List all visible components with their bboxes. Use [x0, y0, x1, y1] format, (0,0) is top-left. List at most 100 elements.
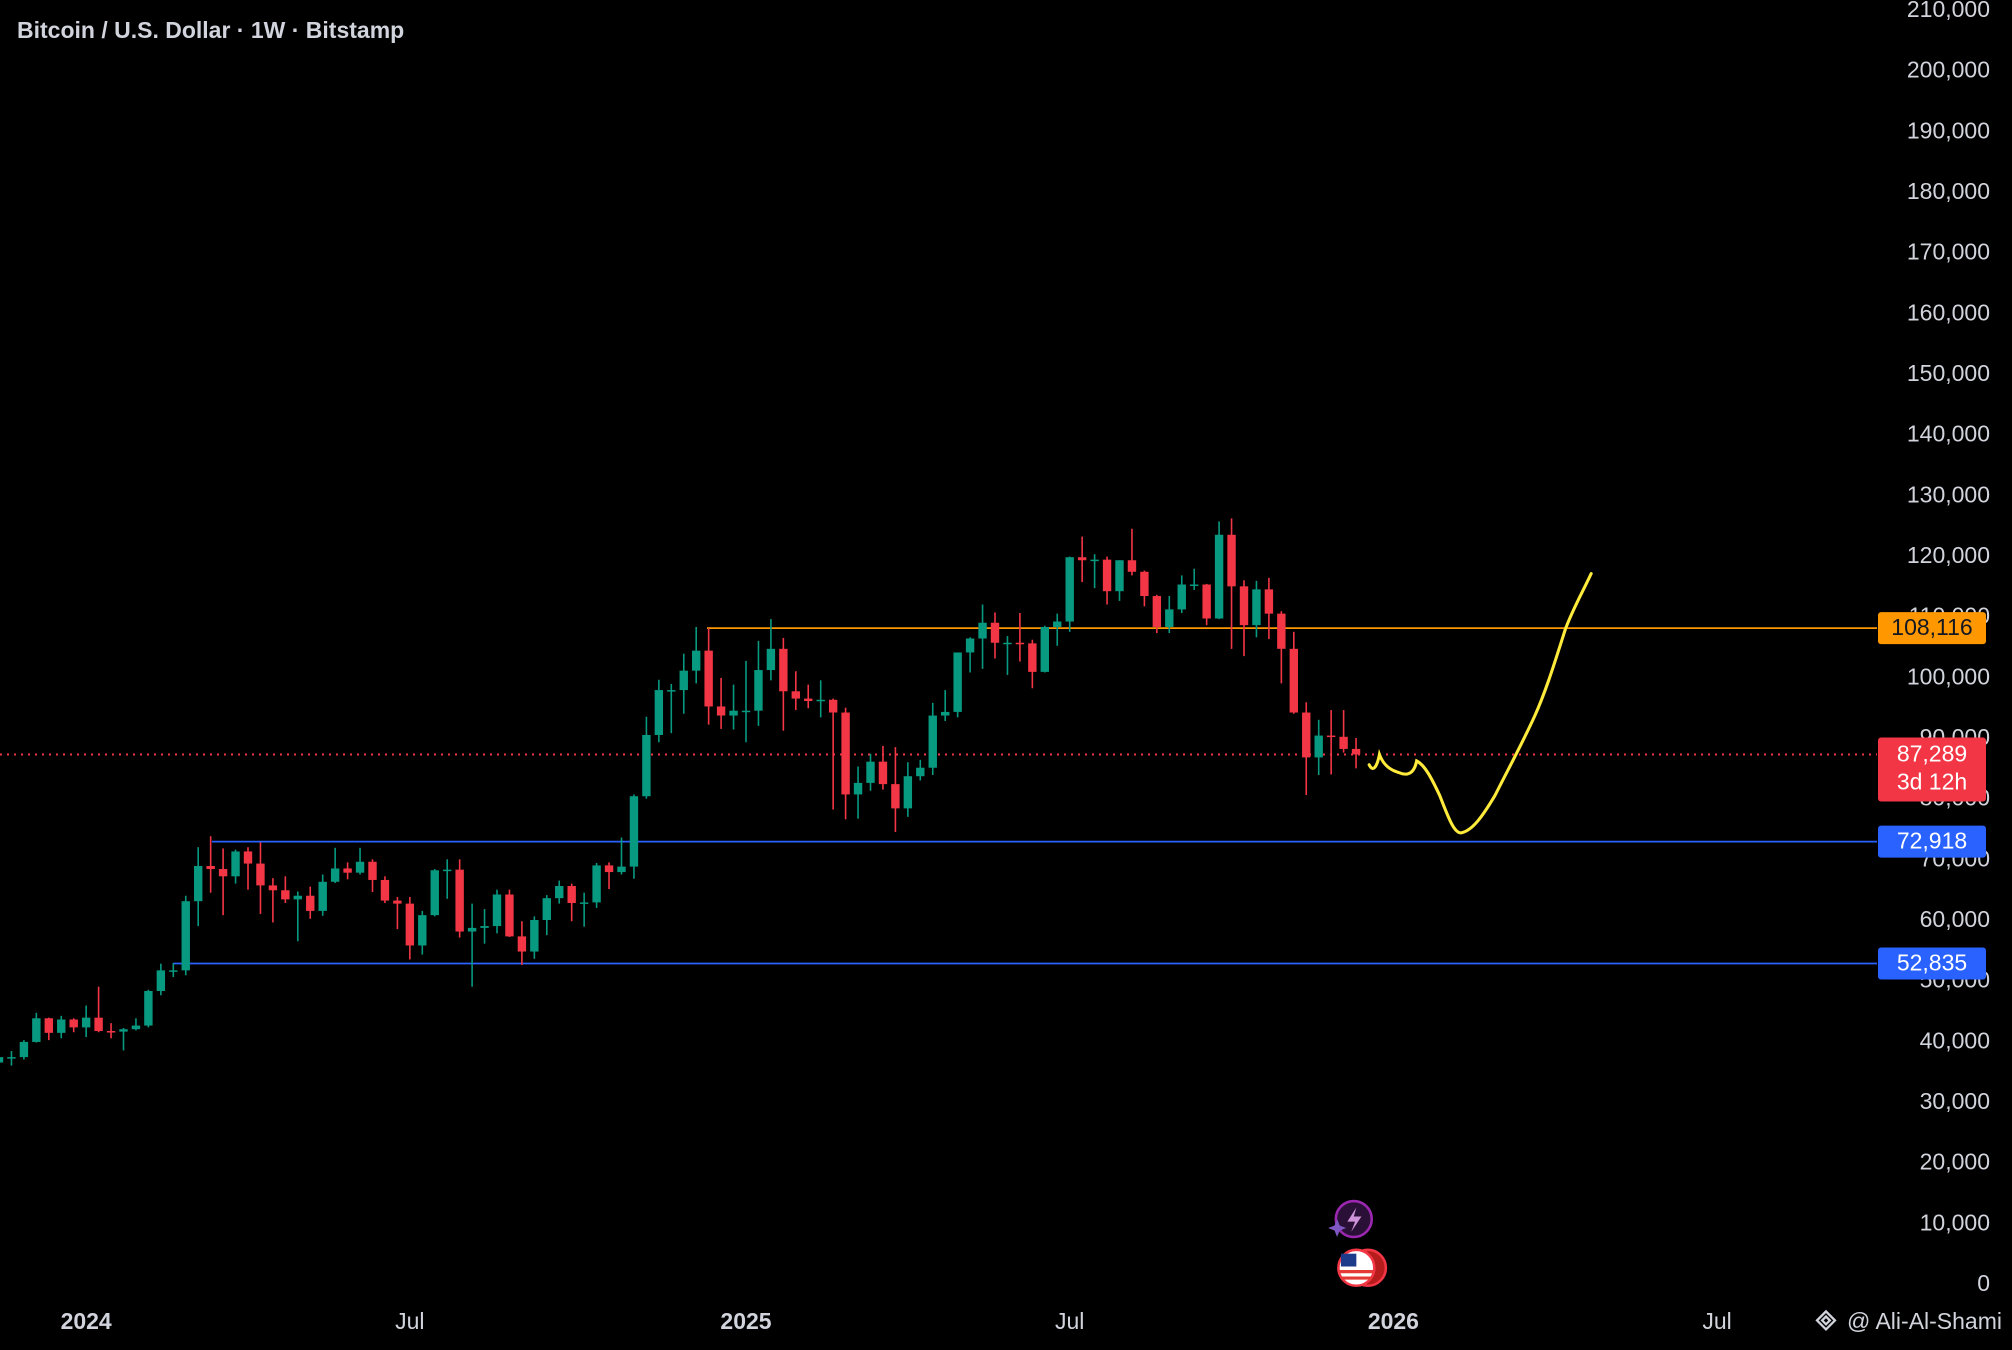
candle-body — [853, 782, 863, 795]
candle-body — [1314, 735, 1323, 758]
candle-body — [418, 915, 427, 946]
candle-body — [1003, 642, 1012, 645]
candle-body — [380, 879, 390, 901]
candle-body — [1277, 613, 1286, 649]
chart-title: Bitcoin / U.S. Dollar · 1W · Bitstamp — [17, 17, 404, 43]
candle-body — [218, 869, 228, 877]
x-tick-label: 2024 — [61, 1308, 112, 1334]
candle-body — [579, 902, 589, 904]
candle-body — [667, 690, 676, 692]
projection-path — [1367, 572, 1593, 835]
y-tick-label: 150,000 — [1907, 360, 1990, 386]
candle-body — [1239, 586, 1249, 626]
candle-body — [492, 894, 502, 927]
candle-body — [94, 1017, 103, 1032]
y-tick-label: 120,000 — [1907, 542, 1990, 568]
candle-body — [455, 869, 464, 932]
candle-body — [293, 895, 302, 900]
candle-body — [480, 926, 489, 928]
candle-body — [368, 861, 377, 880]
candle-body — [467, 927, 477, 932]
candle-body — [131, 1025, 141, 1030]
x-tick-label: 2026 — [1368, 1308, 1419, 1334]
candle-body — [754, 670, 763, 711]
candle-body — [1177, 584, 1186, 610]
level-price-label: 108,116 — [1891, 614, 1972, 640]
candle-body — [256, 863, 265, 886]
candle-body — [779, 648, 788, 692]
candle-body — [318, 881, 327, 911]
candle-body — [231, 851, 240, 877]
candle-body — [443, 869, 452, 872]
y-tick-label: 140,000 — [1907, 421, 1990, 447]
candle-body — [517, 936, 527, 952]
candle-body — [629, 796, 639, 867]
level-price-label: 52,835 — [1897, 950, 1967, 976]
y-tick-label: 170,000 — [1907, 239, 1990, 265]
candle-body — [1214, 534, 1224, 619]
level-price-box — [1878, 947, 1986, 980]
candle-body — [604, 865, 614, 873]
candle-body — [505, 894, 514, 937]
candle-body — [1339, 736, 1348, 749]
candle-body — [1152, 596, 1162, 627]
y-tick-label: 190,000 — [1907, 117, 1990, 143]
candle-body — [57, 1019, 66, 1033]
candle-body — [716, 706, 726, 716]
candle-body — [281, 890, 290, 900]
candle-body — [0, 1057, 4, 1063]
candle-body — [692, 650, 701, 671]
candle-body — [19, 1041, 29, 1058]
y-tick-label: 20,000 — [1920, 1149, 1990, 1175]
countdown-label: 3d 12h — [1897, 769, 1967, 795]
candle-body — [81, 1017, 91, 1028]
x-tick-label: Jul — [1702, 1308, 1731, 1334]
candle-body — [206, 866, 215, 870]
plot-area — [0, 518, 1877, 1066]
candle-body — [106, 1031, 116, 1033]
candle-body — [306, 895, 315, 911]
candle-body — [169, 970, 178, 972]
y-tick-label: 200,000 — [1907, 57, 1990, 83]
candle-body — [355, 861, 365, 873]
y-tick-label: 210,000 — [1907, 0, 1990, 22]
y-tick-label: 180,000 — [1907, 178, 1990, 204]
candle-body — [7, 1057, 16, 1059]
x-tick-label: 2025 — [720, 1308, 771, 1334]
y-tick-label: 40,000 — [1920, 1027, 1990, 1053]
candle-body — [1302, 712, 1311, 758]
watermark: @ Ali-Al-Shami — [1847, 1308, 2002, 1334]
flag-stripes — [1339, 1270, 1374, 1280]
candle-body — [555, 886, 564, 899]
candle-body — [243, 851, 253, 864]
candle-body — [841, 712, 850, 795]
candle-body — [1351, 748, 1361, 755]
candle-body — [44, 1018, 53, 1033]
y-tick-label: 0 — [1977, 1270, 1990, 1296]
sparkle-icon — [1328, 1219, 1347, 1238]
flag-canton — [1340, 1253, 1357, 1267]
candle-body — [1127, 560, 1137, 572]
candle-body — [144, 990, 153, 1026]
candle-body — [617, 866, 626, 873]
candle-body — [393, 900, 402, 904]
candle-body — [1015, 642, 1025, 645]
candle-body — [69, 1019, 78, 1028]
candle-body — [965, 638, 975, 653]
candle-body — [268, 885, 278, 891]
candle-body — [891, 784, 900, 809]
candle-body — [1202, 584, 1211, 619]
candle-body — [1065, 557, 1074, 622]
y-tick-label: 60,000 — [1920, 906, 1990, 932]
y-tick-label: 100,000 — [1907, 663, 1990, 689]
candle-body — [816, 699, 825, 702]
candle-body — [642, 734, 651, 797]
candle-body — [330, 868, 340, 882]
candle-body — [530, 920, 539, 952]
candle-body — [791, 691, 800, 699]
candle-body — [542, 898, 551, 920]
candle-body — [990, 622, 1000, 643]
candle-body — [156, 970, 166, 991]
